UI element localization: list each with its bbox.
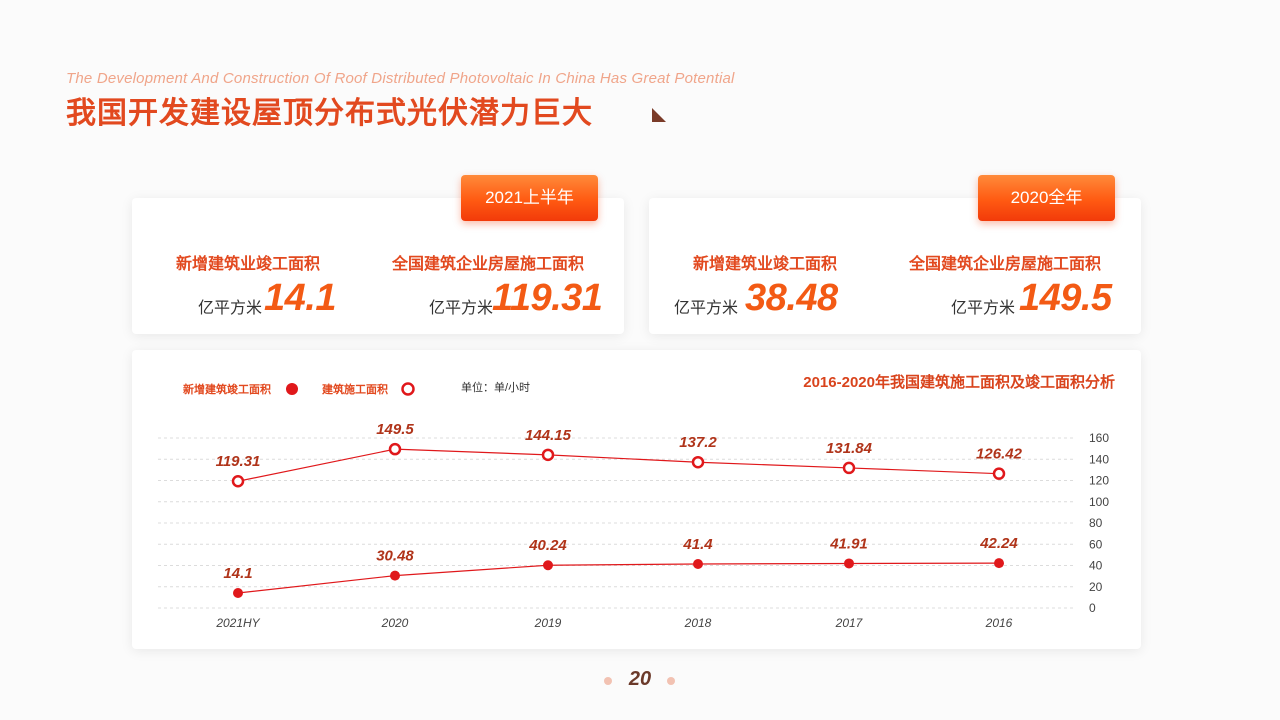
legend-marker-filled	[286, 383, 298, 395]
data-label: 41.4	[682, 536, 713, 553]
stat-unit: 亿平方米	[429, 300, 494, 317]
y-tick-label: 80	[1089, 516, 1103, 530]
series	[231, 442, 1006, 599]
data-point	[691, 455, 705, 469]
y-tick-label: 40	[1089, 559, 1103, 573]
page-number: 20	[628, 668, 652, 690]
stat-unit: 亿平方米	[951, 300, 1016, 317]
y-tick-label: 0	[1089, 601, 1096, 615]
x-tick-label: 2020	[381, 616, 409, 630]
period-badge-2020: 2020全年	[978, 175, 1115, 221]
data-label: 149.5	[376, 421, 414, 438]
y-tick-label: 100	[1089, 495, 1109, 509]
title-corner-mark	[652, 108, 666, 122]
stat-label-construction-area: 全国建筑企业房屋施工面积	[392, 256, 585, 273]
page-dot-right	[667, 677, 675, 685]
data-point	[543, 560, 553, 571]
data-point	[390, 570, 400, 581]
data-point	[388, 442, 402, 456]
data-labels: 119.31 149.5 144.15 137.2 131.84 126.42 14.1 30…	[216, 421, 1023, 582]
period-badge-2021h1: 2021上半年	[461, 175, 598, 221]
unit-note: 单位：单/小时	[461, 380, 530, 394]
data-point	[994, 558, 1004, 569]
page-dot-left	[604, 677, 612, 685]
y-tick-label: 20	[1089, 580, 1103, 594]
legend-label: 新增建筑竣工面积	[183, 382, 271, 396]
data-label: 42.24	[979, 535, 1018, 552]
stat-unit: 亿平方米	[674, 300, 739, 317]
x-tick-label: 2021HY	[215, 616, 260, 630]
data-label: 144.15	[525, 427, 572, 444]
data-point	[844, 558, 854, 569]
series-line	[237, 448, 1000, 482]
data-label: 131.84	[826, 440, 873, 457]
y-tick-label: 160	[1089, 431, 1109, 445]
stat-label-construction-area: 全国建筑企业房屋施工面积	[909, 256, 1102, 273]
x-axis-ticks: 2021HY 2020 2019 2018 2017 2016	[215, 616, 1012, 630]
series-line	[237, 562, 1000, 594]
y-tick-label: 60	[1089, 537, 1103, 551]
data-point	[842, 461, 856, 475]
x-tick-label: 2017	[835, 616, 864, 630]
data-point	[693, 559, 703, 570]
chart-title: 2016-2020年我国建筑施工面积及竣工面积分析	[803, 373, 1115, 391]
grid-lines	[158, 437, 1076, 609]
legend-label: 建筑施工面积	[322, 382, 388, 396]
legend-marker-hollow	[401, 382, 415, 396]
chart-legend: 新增建筑竣工面积 建筑施工面积	[183, 382, 415, 396]
data-label: 41.91	[829, 535, 868, 552]
chart-card	[132, 350, 1141, 649]
y-tick-label: 120	[1089, 474, 1109, 488]
stat-unit: 亿平方米	[198, 300, 263, 317]
data-point	[231, 474, 245, 488]
stat-label-completed-area: 新增建筑业竣工面积	[693, 256, 838, 273]
data-label: 126.42	[976, 446, 1023, 463]
stat-value-completed-area: 38.48	[745, 277, 838, 319]
stat-value-completed-area: 14.1	[264, 277, 336, 319]
data-point	[233, 588, 243, 599]
page-title: 我国开发建设屋顶分布式光伏潜力巨大	[66, 97, 593, 130]
data-label: 30.48	[376, 548, 414, 565]
data-point	[541, 448, 555, 462]
data-point	[992, 467, 1006, 480]
y-tick-label: 140	[1089, 452, 1109, 466]
data-label: 40.24	[528, 537, 567, 554]
stat-label-completed-area: 新增建筑业竣工面积	[176, 256, 321, 273]
stat-value-construction-area: 149.5	[1019, 277, 1112, 319]
english-subtitle: The Development And Construction Of Roof…	[66, 70, 735, 87]
data-label: 119.31	[216, 453, 261, 470]
x-tick-label: 2018	[684, 616, 712, 630]
data-label: 14.1	[223, 565, 252, 582]
y-axis-ticks: 0 20 40 60 80 100 120 140 160	[1089, 431, 1109, 615]
stat-value-construction-area: 119.31	[492, 277, 603, 319]
x-tick-label: 2019	[534, 616, 562, 630]
x-tick-label: 2016	[985, 616, 1013, 630]
data-label: 137.2	[679, 434, 717, 451]
